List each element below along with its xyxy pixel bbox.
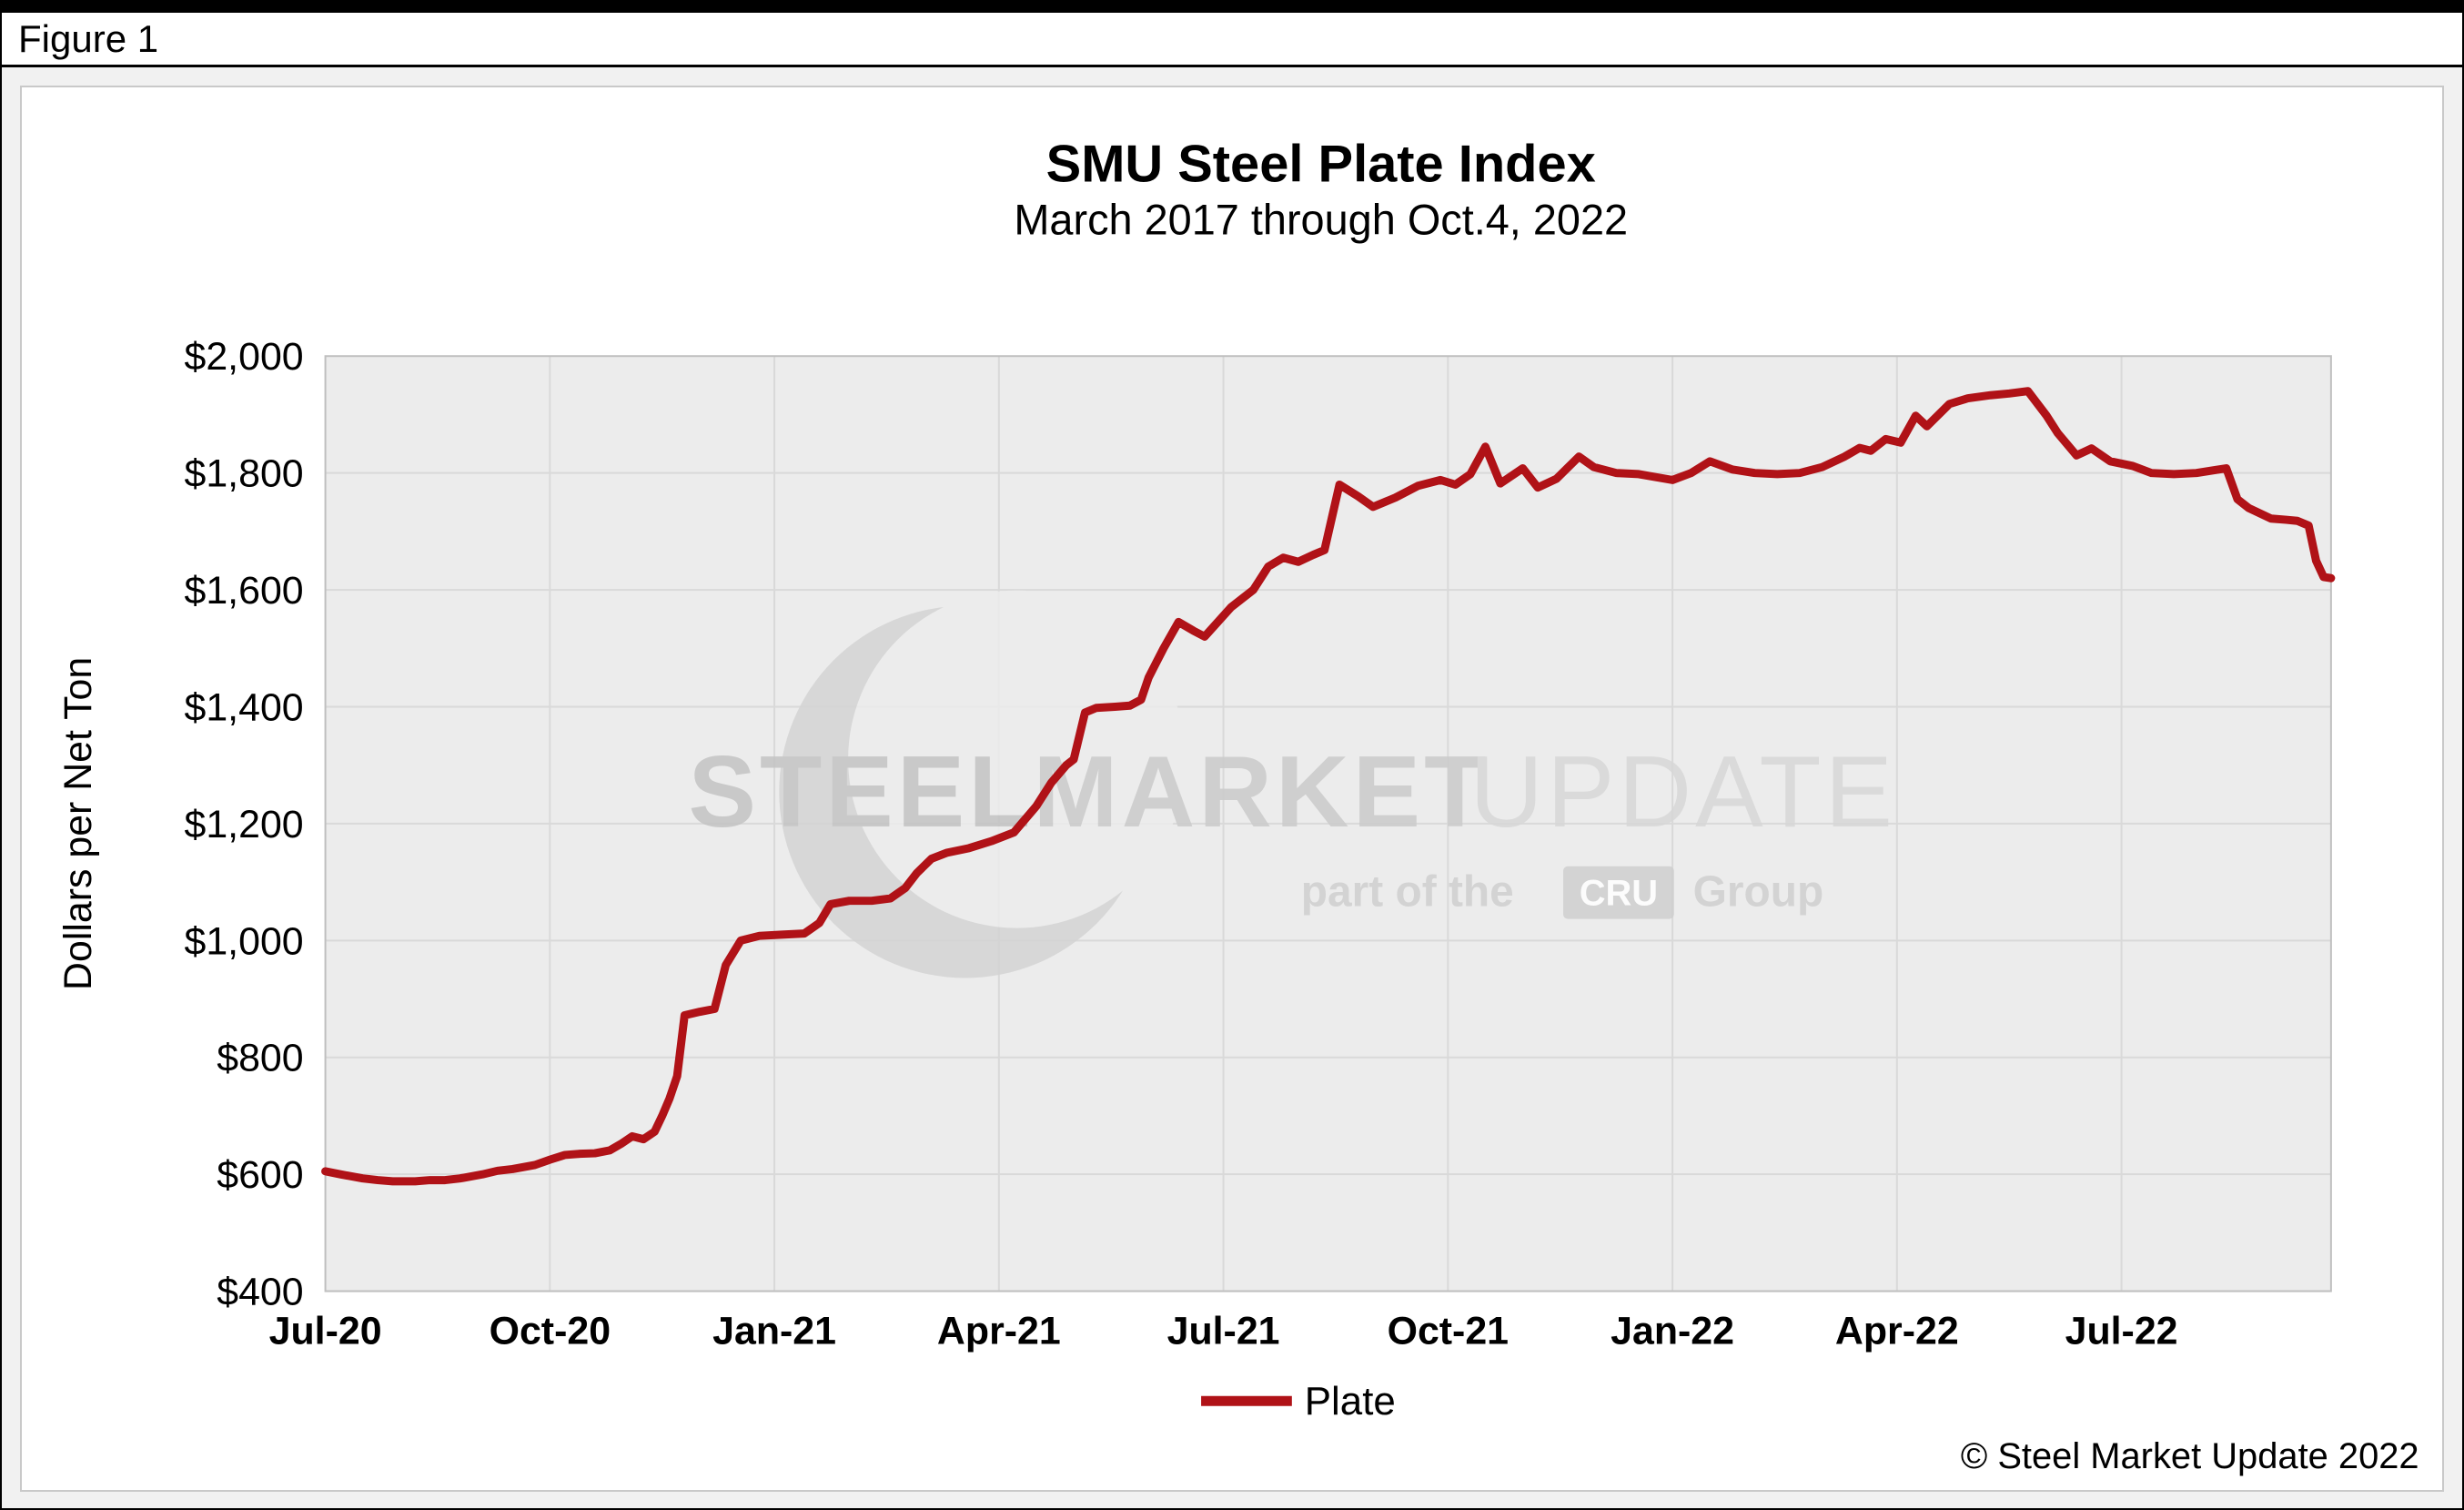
series-layer — [321, 387, 2336, 1186]
y-tick-label: $1,600 — [185, 569, 304, 613]
cru-logo-box — [1563, 866, 1674, 919]
watermark-word-steel: STEEL — [689, 735, 1035, 848]
legend-label: Plate — [1305, 1379, 1396, 1424]
chart-svg: Jul-20 Oct-20 Jan-21 Apr-21 Jul-21 Oct-21 Jan-… — [56, 136, 2419, 1476]
chart-panel: Jul-20 Oct-20 Jan-21 Apr-21 Jul-21 Oct-21 Jan-… — [20, 86, 2444, 1492]
x-tick-label: Jan-22 — [1611, 1309, 1734, 1353]
y-tick-label: $2,000 — [185, 335, 304, 379]
y-tick-label: $800 — [217, 1037, 303, 1080]
copyright: © Steel Market Update 2022 — [1961, 1436, 2419, 1476]
y-axis-title: Dollars per Net Ton — [56, 657, 100, 990]
watermark-word-market: MARKET — [1034, 735, 1490, 848]
y-tick-label: $1,800 — [185, 452, 304, 496]
y-tick-label: $1,000 — [185, 919, 304, 963]
plate-line-series — [321, 387, 2336, 1186]
figure-label: Figure 1 — [18, 16, 159, 60]
x-tick-label: Jul-21 — [1167, 1309, 1280, 1353]
y-tick-label: $1,200 — [185, 803, 304, 846]
top-black-bar — [2, 2, 2462, 13]
watermark-crescent-inner — [848, 590, 1187, 928]
y-tick-label: $1,400 — [185, 685, 304, 729]
x-tick-label: Oct-20 — [490, 1309, 611, 1353]
y-tick-label: $600 — [217, 1153, 303, 1197]
figure-label-row: Figure 1 — [2, 13, 2462, 67]
x-tick-label: Jan-21 — [712, 1309, 836, 1353]
grid-layer: Jul-20 Oct-20 Jan-21 Apr-21 Jul-21 Oct-21 Jan-… — [185, 335, 2332, 1353]
plot-border — [324, 355, 2332, 1292]
x-tick-label: Oct-21 — [1388, 1309, 1509, 1353]
watermark-sub-suffix: Group — [1693, 868, 1824, 917]
watermark: STEEL MARKET UPDATE part of the CRU Grou… — [689, 590, 1896, 978]
watermark-sub-prefix: part of the — [1301, 868, 1514, 917]
x-tick-label: Jul-20 — [269, 1309, 382, 1353]
cru-logo-text: CRU — [1580, 874, 1658, 914]
x-tick-label: Apr-21 — [937, 1309, 1061, 1353]
y-tick-label: $400 — [217, 1271, 303, 1314]
chart-title: SMU Steel Plate Index — [1046, 136, 1596, 194]
chart-panel-wrap: Jul-20 Oct-20 Jan-21 Apr-21 Jul-21 Oct-21 Jan-… — [20, 86, 2444, 1492]
legend: Plate — [1201, 1379, 1396, 1424]
watermark-word-update: UPDATE — [1469, 735, 1896, 848]
chart-subtitle: March 2017 through Oct.4, 2022 — [1014, 197, 1628, 244]
x-tick-label: Apr-22 — [1835, 1309, 1959, 1353]
x-tick-label: Jul-22 — [2065, 1309, 2178, 1353]
